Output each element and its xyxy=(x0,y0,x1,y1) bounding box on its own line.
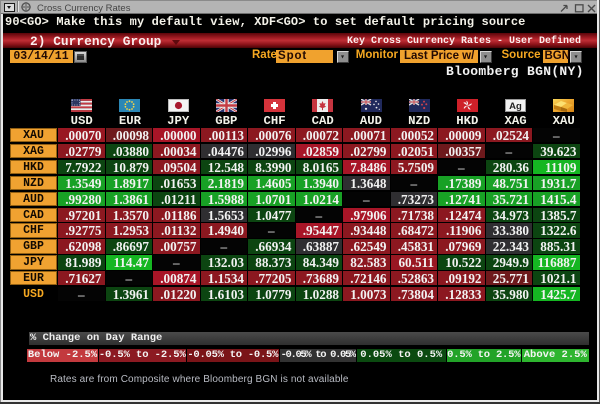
svg-text:Ag: Ag xyxy=(509,101,522,112)
